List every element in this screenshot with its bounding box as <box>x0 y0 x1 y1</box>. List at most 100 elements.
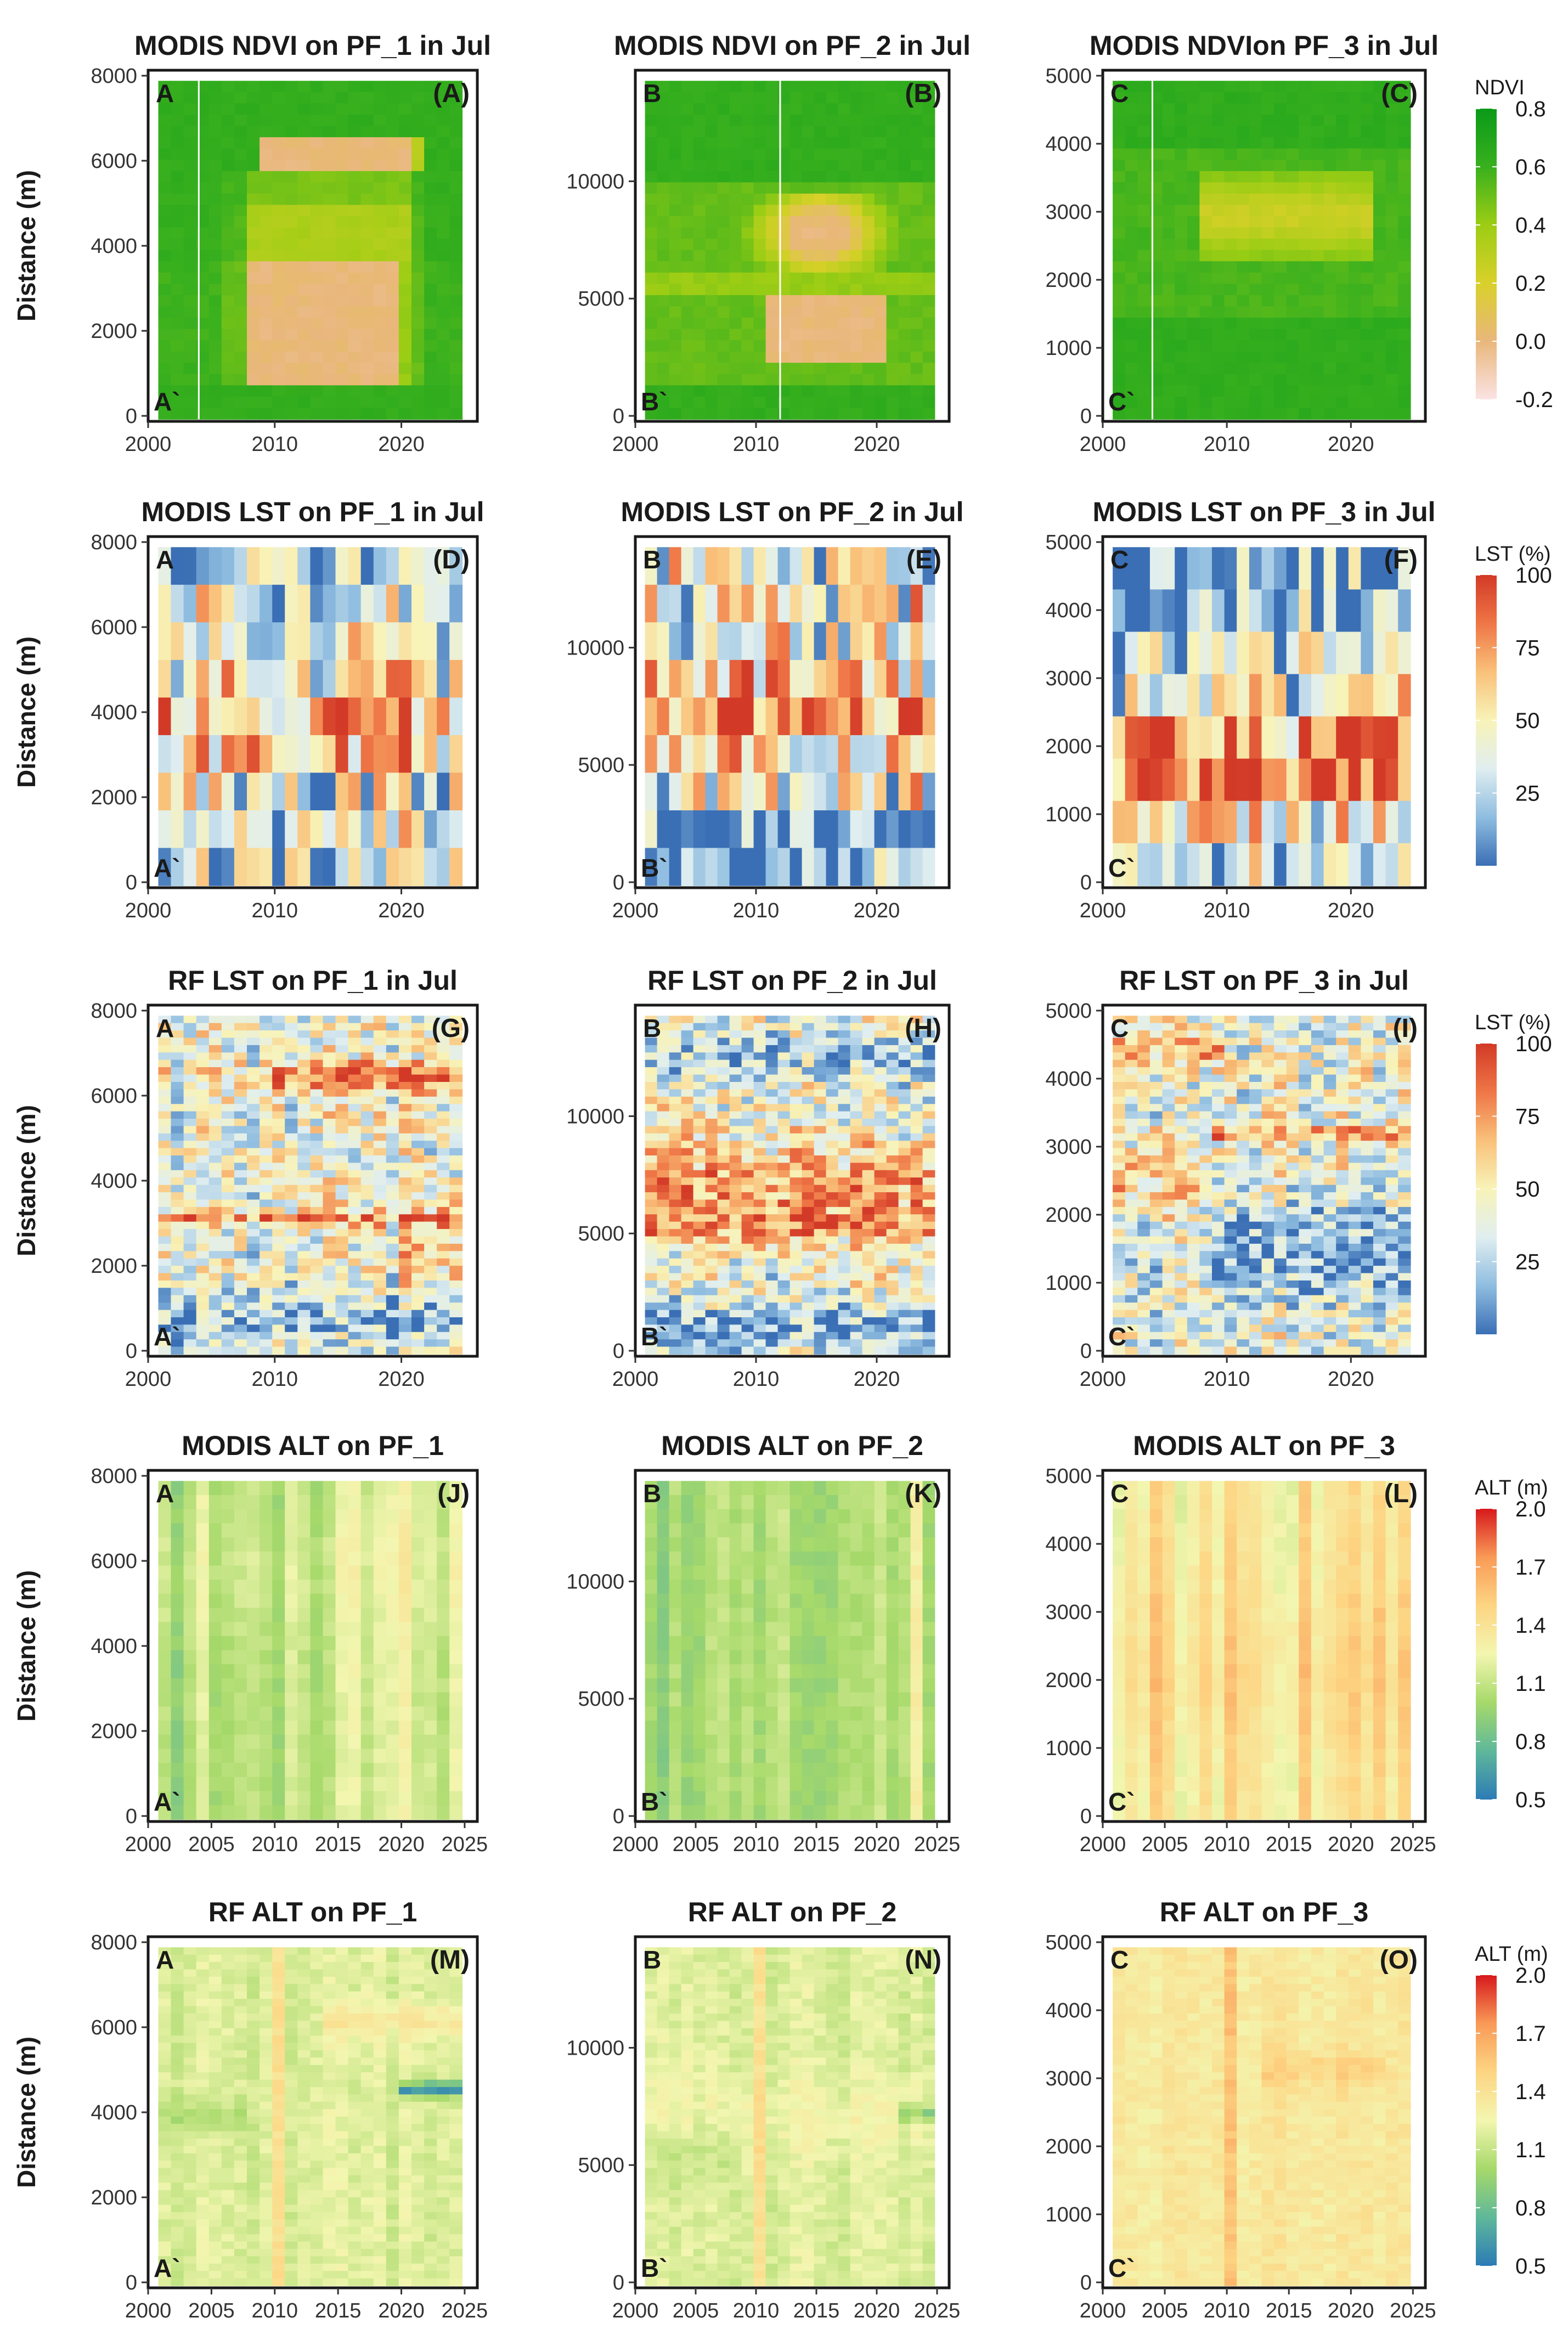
x-tick-label: 2020 <box>1328 1833 1374 1856</box>
profile-end-label: B` <box>641 854 668 882</box>
x-tick-label: 2015 <box>793 2299 840 2322</box>
panel-label: (D) <box>433 545 470 574</box>
colorbar-legend: ALT (m)2.0 1.7 1.4 1.1 0.8 0.5 <box>1475 1943 1548 2279</box>
colorbar-gradient <box>1476 1509 1497 1800</box>
x-tick-label: 2000 <box>125 433 172 456</box>
profile-start-label: C <box>1110 1945 1129 1974</box>
x-tick-label: 2020 <box>378 899 425 922</box>
panel-label: (E) <box>906 545 941 574</box>
figure-row-4: MODIS ALT on PF_1 8000 6000 4000 2000 0 2000 20… <box>12 1430 1548 1856</box>
x-tick-label: 2010 <box>733 433 780 456</box>
figure-row-1: MODIS NDVI on PF_1 in Jul 8000 6000 4000 200… <box>12 30 1553 456</box>
x-tick-label: 2020 <box>854 1833 900 1856</box>
heatmap-cells <box>645 81 935 420</box>
y-tick-label: 0 <box>126 1805 137 1828</box>
x-tick-label: 2010 <box>1204 1833 1250 1856</box>
colorbar-tick-label: 75 <box>1515 1105 1540 1129</box>
y-tick-label: 0 <box>126 871 137 894</box>
x-tick-label: 2010 <box>733 1368 780 1391</box>
colorbar-tick-label: 0.4 <box>1515 213 1546 238</box>
profile-start-label: A <box>156 1479 174 1508</box>
heatmap-cells <box>1113 547 1411 886</box>
x-tick-label: 2010 <box>251 899 298 922</box>
x-tick-label: 2005 <box>188 1833 235 1856</box>
y-tick-label: 2000 <box>91 1720 137 1743</box>
x-tick-label: 2005 <box>673 1833 719 1856</box>
y-tick-label: 2000 <box>1045 735 1092 758</box>
y-tick-label: 8000 <box>91 1465 137 1488</box>
y-tick-label: 4000 <box>91 701 137 724</box>
heatmap-cells <box>645 1947 935 2286</box>
heatmap-cells <box>158 1481 463 1820</box>
panel-label: (H) <box>905 1014 941 1043</box>
panel-label: (K) <box>905 1479 941 1508</box>
x-tick-label: 2025 <box>442 1833 488 1856</box>
y-tick-label: 0 <box>613 1805 624 1828</box>
x-tick-label: 2010 <box>1204 899 1250 922</box>
y-tick-label: 4000 <box>91 1635 137 1658</box>
x-tick-label: 2000 <box>1080 2299 1126 2322</box>
x-tick-label: 2025 <box>1390 1833 1436 1856</box>
heatmap-cells <box>158 1947 463 2286</box>
y-axis-label: Distance (m) <box>12 636 41 788</box>
panel-label: (C) <box>1381 79 1418 108</box>
x-tick-label: 2015 <box>315 2299 362 2322</box>
y-tick-label: 6000 <box>91 2016 137 2039</box>
y-axis-label: Distance (m) <box>12 2037 41 2188</box>
y-tick-label: 5000 <box>578 2154 624 2177</box>
panel-title: MODIS ALT on PF_2 <box>661 1430 923 1461</box>
profile-end-label: B` <box>641 1787 668 1816</box>
x-tick-label: 2025 <box>442 2299 488 2322</box>
panel-title: MODIS LST on PF_2 in Jul <box>621 497 963 527</box>
colorbar-tick-label: 1.4 <box>1515 1614 1546 1638</box>
panel-label: (F) <box>1384 545 1418 574</box>
colorbar-title: NDVI <box>1475 76 1525 99</box>
x-tick-label: 2020 <box>854 1368 900 1391</box>
colorbar-tick-label: 0.8 <box>1515 2196 1546 2220</box>
y-tick-label: 3000 <box>1045 1136 1092 1159</box>
x-tick-label: 2000 <box>612 2299 659 2322</box>
heatmap-cells <box>645 1016 935 1355</box>
x-tick-label: 2005 <box>188 2299 235 2322</box>
y-tick-label: 4000 <box>1045 1068 1092 1091</box>
x-tick-label: 2020 <box>1328 433 1374 456</box>
panel-title: MODIS NDVI on PF_2 in Jul <box>614 30 971 61</box>
x-tick-label: 2010 <box>733 1833 780 1856</box>
colorbar-tick-label: 1.7 <box>1515 1555 1546 1580</box>
x-tick-label: 2020 <box>378 433 425 456</box>
profile-start-label: C <box>1110 1014 1129 1042</box>
colorbar-tick-label: 75 <box>1515 636 1540 661</box>
colorbar-tick-label: 100 <box>1515 563 1552 588</box>
profile-start-label: C <box>1110 79 1129 108</box>
colorbar-tick-label: -0.2 <box>1515 388 1553 412</box>
panel-label: (O) <box>1380 1945 1418 1975</box>
y-tick-label: 0 <box>126 405 137 428</box>
profile-start-label: C <box>1110 545 1129 574</box>
colorbar-tick-label: 50 <box>1515 709 1540 733</box>
y-tick-label: 5000 <box>1045 1465 1092 1488</box>
panel-b: MODIS NDVI on PF_2 in Jul 10000 5000 0 2000 2… <box>566 30 971 456</box>
x-tick-label: 2020 <box>1328 2299 1374 2322</box>
colorbar-gradient <box>1476 109 1497 399</box>
heatmap-cells <box>158 81 463 420</box>
y-tick-label: 3000 <box>1045 1601 1092 1624</box>
panel-title: RF LST on PF_1 in Jul <box>168 965 458 996</box>
y-tick-label: 8000 <box>91 1000 137 1023</box>
colorbar-tick-label: 0.5 <box>1515 1788 1546 1812</box>
profile-end-label: A` <box>154 854 181 882</box>
profile-start-label: A <box>156 1014 174 1042</box>
x-tick-label: 2005 <box>1142 2299 1188 2322</box>
panel-j: MODIS ALT on PF_1 8000 6000 4000 2000 0 2000 20… <box>12 1430 488 1856</box>
heatmap-cells <box>1113 1016 1411 1355</box>
y-tick-label: 3000 <box>1045 667 1092 690</box>
panel-title: MODIS LST on PF_1 in Jul <box>141 497 484 527</box>
heatmap-cells <box>1113 1947 1411 2286</box>
profile-end-label: B` <box>641 1322 668 1351</box>
panel-label: (I) <box>1393 1014 1418 1043</box>
y-tick-label: 5000 <box>1045 65 1092 88</box>
x-tick-label: 2000 <box>125 1833 172 1856</box>
panel-label: (B) <box>905 79 941 108</box>
x-tick-label: 2010 <box>1204 2299 1250 2322</box>
